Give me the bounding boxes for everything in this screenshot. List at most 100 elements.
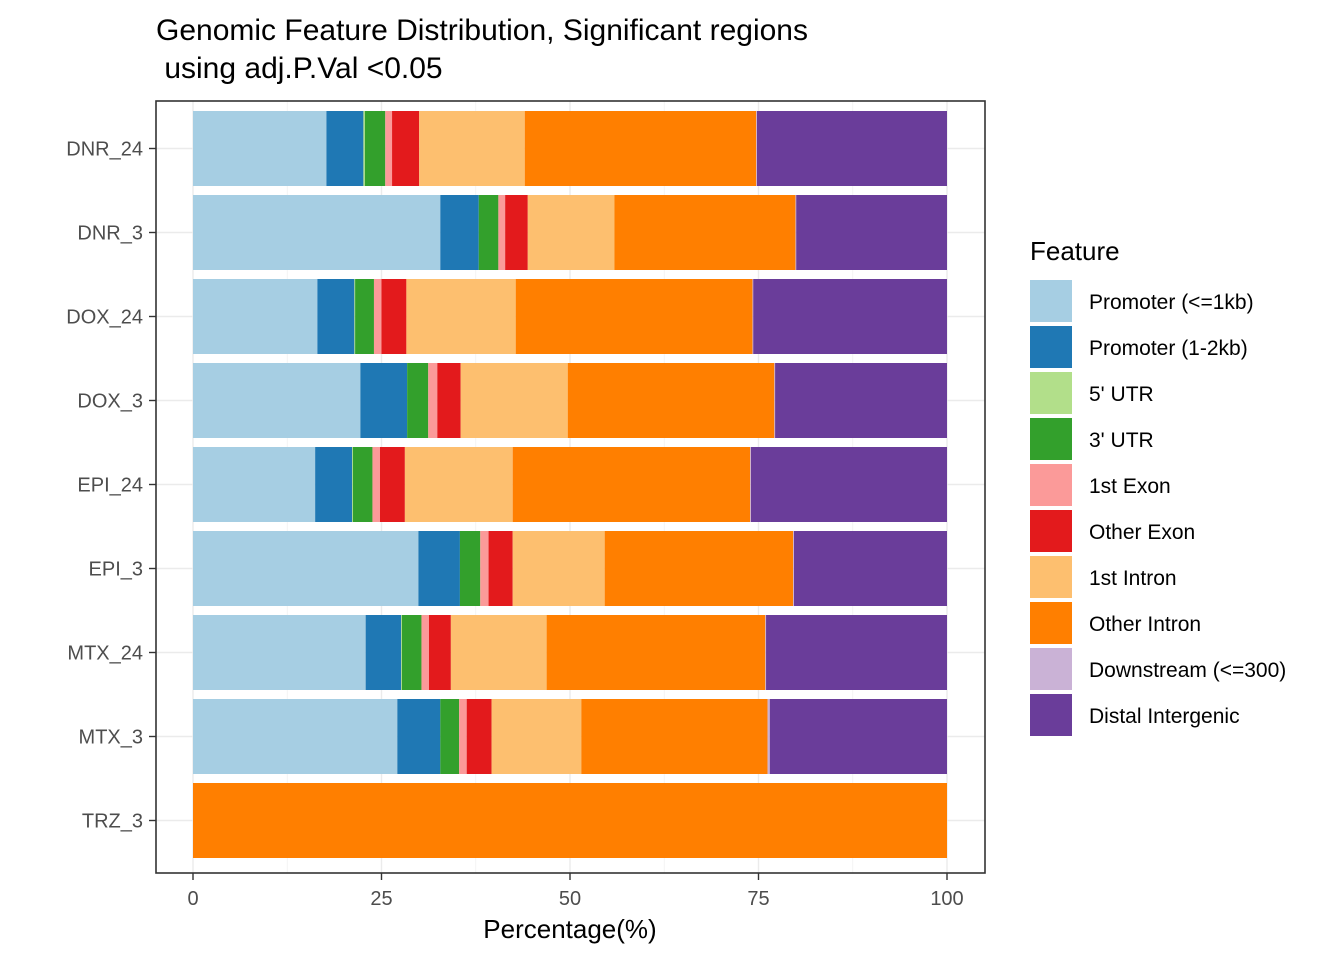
bar-segment: [193, 363, 361, 438]
legend-title: Feature: [1030, 236, 1120, 266]
legend-key: [1030, 418, 1072, 460]
bar-segment: [193, 531, 419, 606]
legend-key: [1030, 510, 1072, 552]
bar-segment: [796, 195, 947, 270]
legend-key: [1030, 694, 1072, 736]
bar-segment: [354, 279, 356, 354]
legend-key: [1030, 602, 1072, 644]
bar-segment: [372, 447, 380, 522]
bar-segment: [753, 279, 947, 354]
y-tick-label: DNR_24: [66, 139, 143, 161]
bar-segment: [406, 279, 516, 354]
legend-key: [1030, 280, 1072, 322]
chart-title-line-1: Genomic Feature Distribution, Significan…: [156, 14, 808, 47]
legend-label: 1st Intron: [1089, 567, 1177, 590]
bar-segment: [515, 279, 753, 354]
bar-segment: [317, 279, 355, 354]
bar-segment: [750, 447, 947, 522]
bar-segment: [459, 531, 481, 606]
bar-segment: [401, 615, 422, 690]
bar-segment: [373, 279, 382, 354]
bar-segment: [360, 363, 408, 438]
bar-segment: [774, 363, 776, 438]
bar-segment: [512, 447, 751, 522]
legend-label: Promoter (1-2kb): [1089, 337, 1248, 360]
y-tick-label: DOX_24: [66, 307, 143, 329]
bar-segment: [769, 699, 947, 774]
legend-label: Promoter (<=1kb): [1089, 291, 1254, 314]
bar-segment: [767, 699, 770, 774]
bar-segment: [567, 363, 775, 438]
bar-segment: [193, 279, 318, 354]
bar-segment: [498, 195, 506, 270]
bar-segment: [750, 447, 751, 522]
legend-label: Downstream (<=300): [1089, 659, 1286, 682]
bar-segment: [491, 699, 582, 774]
bar-segment: [440, 699, 460, 774]
bar-segment: [527, 195, 615, 270]
y-tick-label: EPI_3: [89, 559, 143, 581]
bar-segment: [363, 111, 365, 186]
bar-segment: [193, 783, 947, 858]
y-axis: DNR_24 DNR_3 DOX_24 DOX_3 EPI_24 EPI_3 MTX_24 M…: [66, 139, 156, 833]
bar-segment: [766, 615, 947, 690]
bar-segment: [355, 279, 374, 354]
bar-segment: [193, 195, 441, 270]
bar-segment: [401, 615, 402, 690]
x-tick-label: 0: [187, 888, 198, 910]
bar-segment: [437, 363, 461, 438]
y-tick-label: EPI_24: [77, 475, 143, 497]
bar-segment: [775, 363, 947, 438]
bar-segment: [421, 615, 430, 690]
bar-segment: [385, 111, 393, 186]
y-tick-label: DOX_3: [77, 391, 143, 413]
bar-segment: [407, 363, 429, 438]
bar-segment: [404, 447, 513, 522]
bar-segment: [392, 111, 420, 186]
x-tick-label: 75: [747, 888, 769, 910]
bar-segment: [478, 195, 499, 270]
bar-segment: [752, 279, 754, 354]
legend-key: [1030, 648, 1072, 690]
x-tick-label: 50: [559, 888, 581, 910]
bar-segment: [604, 531, 794, 606]
bar-segment: [193, 447, 316, 522]
legend-key: [1030, 556, 1072, 598]
bar-segment: [352, 447, 373, 522]
bar-segment: [365, 615, 402, 690]
bar-segment: [795, 195, 797, 270]
x-tick-label: 25: [370, 888, 392, 910]
bar-segment: [480, 531, 489, 606]
chart-title-line-2: using adj.P.Val <0.05: [156, 52, 443, 85]
bar-segment: [765, 615, 767, 690]
legend: Feature Promoter (<=1kb) Promoter (1-2kb)…: [1030, 236, 1286, 736]
bar-segment: [352, 447, 353, 522]
bar-segment: [756, 111, 947, 186]
bar-segment: [381, 279, 407, 354]
bar-segment: [581, 699, 768, 774]
y-tick-label: TRZ_3: [82, 811, 143, 833]
x-axis-title: Percentage(%): [483, 914, 656, 944]
bar-segment: [326, 111, 364, 186]
bar-segment: [488, 531, 513, 606]
y-tick-label: DNR_3: [77, 223, 143, 245]
bar-segment: [397, 699, 441, 774]
bar-segment: [419, 111, 525, 186]
bar-segment: [193, 615, 366, 690]
y-tick-label: MTX_24: [67, 643, 143, 665]
bar-segment: [466, 699, 492, 774]
y-tick-label: MTX_3: [79, 727, 143, 749]
bar-segment: [440, 195, 479, 270]
x-tick-label: 100: [930, 888, 963, 910]
legend-label: 1st Exon: [1089, 475, 1171, 498]
bar-segment: [315, 447, 353, 522]
bar-segment: [524, 111, 757, 186]
bar-segment: [193, 699, 398, 774]
legend-label: 5' UTR: [1089, 383, 1154, 406]
bar-segment: [459, 699, 467, 774]
bar-segment: [793, 531, 794, 606]
legend-label: Other Intron: [1089, 613, 1201, 636]
bar-segment: [364, 111, 386, 186]
bar-segment: [418, 531, 460, 606]
